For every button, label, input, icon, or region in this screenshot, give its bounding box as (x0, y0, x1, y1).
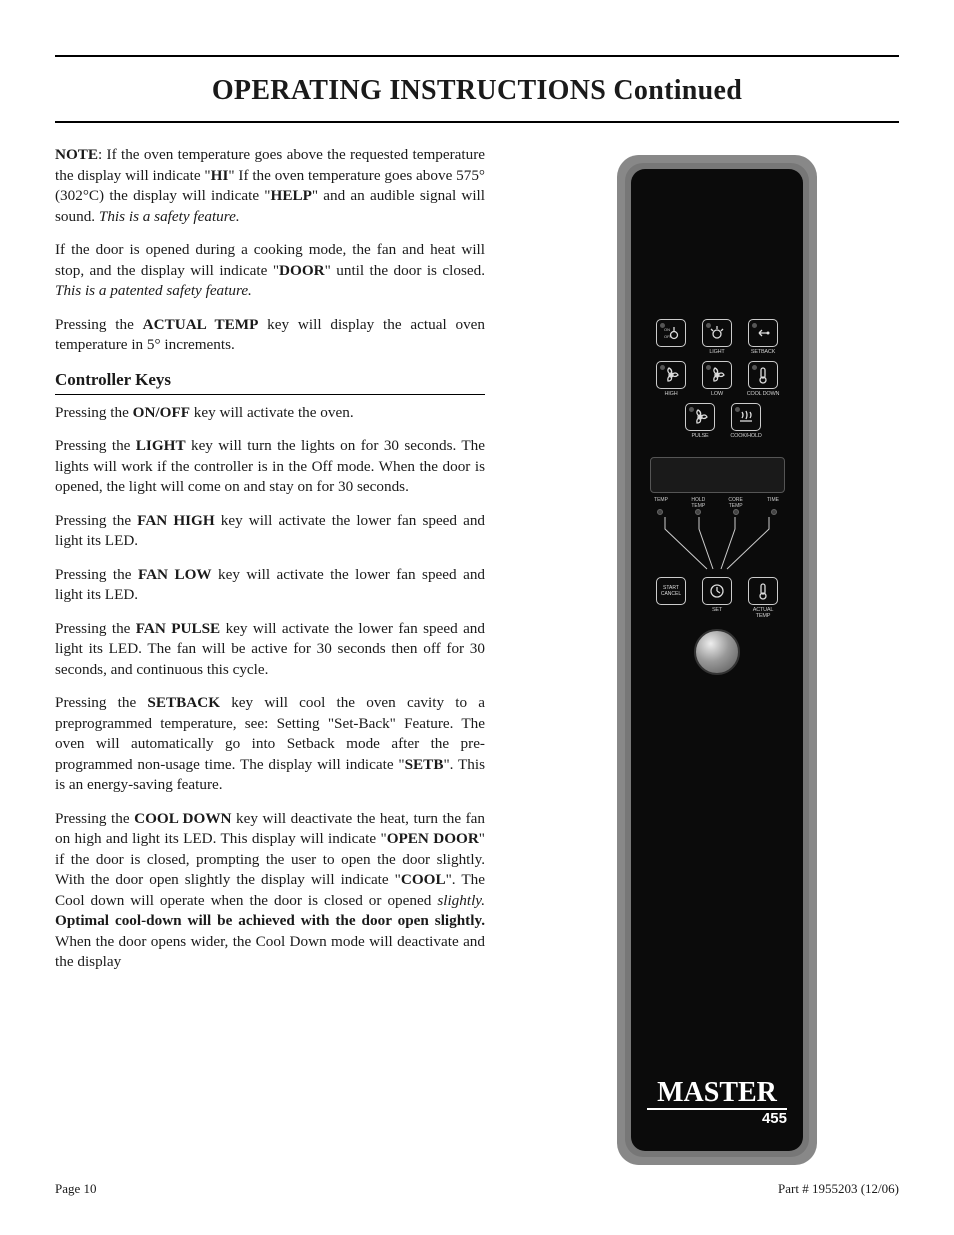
button-icon (748, 577, 778, 605)
ctl-button-cook-hold: COOK/HOLD (727, 403, 765, 441)
content: NOTE: If the oven temperature goes above… (55, 145, 899, 1165)
para-fanpulse: Pressing the FAN PULSE key will activate… (55, 619, 485, 681)
brand-name: MASTER (647, 1080, 787, 1110)
button-row-4: START CANCEL SET ACTUAL TEMP (652, 577, 782, 615)
button-icon: ONOFF (656, 319, 686, 347)
button-label: COOK/HOLD (730, 433, 761, 441)
display-labels: TEMP HOLD TEMP CORE TEMP TIME (645, 497, 790, 509)
button-icon (748, 361, 778, 389)
controller-panel: ONOFF LIGHT SETBACK HIGH LOW COOL DOWN PULSE… (617, 155, 817, 1165)
button-row-2: HIGH LOW COOL DOWN (652, 361, 782, 399)
figure-column: ONOFF LIGHT SETBACK HIGH LOW COOL DOWN PULSE… (535, 145, 899, 1165)
button-icon (748, 319, 778, 347)
ctl-button-set: SET (698, 577, 736, 615)
para-fanlow: Pressing the FAN LOW key will activate t… (55, 565, 485, 606)
button-icon (702, 577, 732, 605)
para-cooldown: Pressing the COOL DOWN key will deactiva… (55, 809, 485, 973)
button-label: SET (712, 607, 722, 615)
para-door: If the door is opened during a cooking m… (55, 240, 485, 302)
button-icon (685, 403, 715, 431)
ctl-button-low: LOW (698, 361, 736, 399)
ctl-button-cool-down: COOL DOWN (744, 361, 782, 399)
footer: Page 10 Part # 1955203 (12/06) (55, 1181, 899, 1197)
button-row-3: PULSE COOK/HOLD (669, 403, 765, 441)
footer-part: Part # 1955203 (12/06) (778, 1181, 899, 1197)
ctl-button-start-cancel: START CANCEL (652, 577, 690, 615)
ctl-button-high: HIGH (652, 361, 690, 399)
para-fanhigh: Pressing the FAN HIGH key will activate … (55, 511, 485, 552)
wire-diagram (647, 515, 787, 575)
subheading: Controller Keys (55, 369, 485, 395)
para-note: NOTE: If the oven temperature goes above… (55, 145, 485, 227)
lcd-display (650, 457, 785, 493)
ctl-button-actual-temp: ACTUAL TEMP (744, 577, 782, 615)
button-label: PULSE (691, 433, 708, 441)
para-onoff: Pressing the ON/OFF key will activate th… (55, 403, 485, 424)
display-label: TEMP (645, 497, 678, 509)
ctl-button-setback: SETBACK (744, 319, 782, 357)
para-actualtemp: Pressing the ACTUAL TEMP key will displa… (55, 315, 485, 356)
button-icon (656, 361, 686, 389)
brand-block: MASTER 455 (647, 1080, 787, 1127)
display-label: HOLD TEMP (682, 497, 715, 509)
ctl-button-onoff: ONOFF (652, 319, 690, 357)
button-label: LOW (711, 391, 723, 399)
button-icon (702, 361, 732, 389)
ctl-button-light: LIGHT (698, 319, 736, 357)
button-label: HIGH (665, 391, 678, 399)
button-label: ACTUAL TEMP (753, 607, 774, 615)
button-label: SETBACK (751, 349, 775, 357)
button-icon: START CANCEL (656, 577, 686, 605)
display-label: TIME (756, 497, 789, 509)
footer-page: Page 10 (55, 1181, 97, 1197)
control-knob (694, 629, 740, 675)
button-label: LIGHT (709, 349, 724, 357)
page-title: OPERATING INSTRUCTIONS Continued (55, 57, 899, 121)
ctl-button-pulse: PULSE (681, 403, 719, 441)
brand-model: 455 (647, 1110, 787, 1127)
text-column: NOTE: If the oven temperature goes above… (55, 145, 485, 1165)
button-label: COOL DOWN (747, 391, 780, 399)
para-setback: Pressing the SETBACK key will cool the o… (55, 693, 485, 796)
para-light: Pressing the LIGHT key will turn the lig… (55, 436, 485, 498)
display-label: CORE TEMP (719, 497, 752, 509)
button-row-1: ONOFF LIGHT SETBACK (652, 319, 782, 357)
button-icon (702, 319, 732, 347)
title-rule (55, 121, 899, 123)
note-bold: NOTE (55, 146, 98, 163)
svg-text:ON: ON (664, 327, 670, 332)
button-icon (731, 403, 761, 431)
